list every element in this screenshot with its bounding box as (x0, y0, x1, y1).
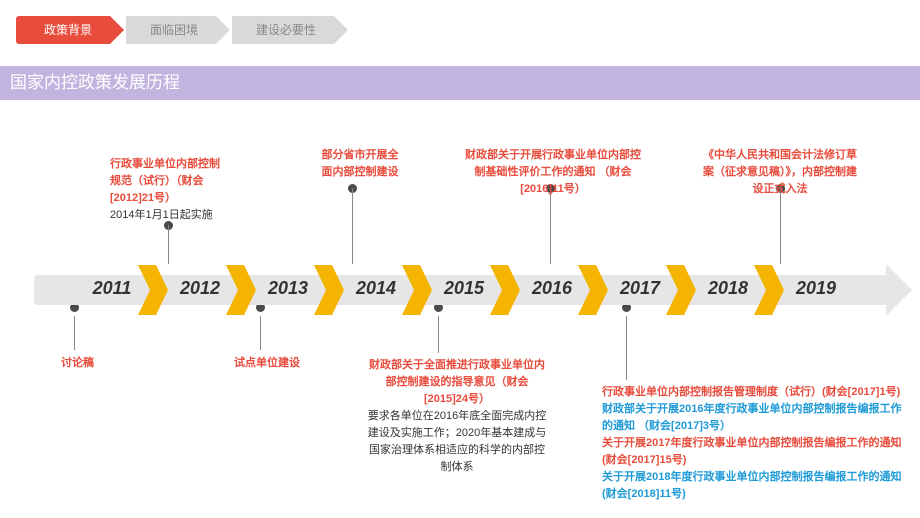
timeline-chevron (754, 265, 784, 315)
breadcrumb-tabs: 政策背景 面临困境 建设必要性 (0, 0, 920, 44)
timeline-chevron (578, 265, 608, 315)
year-2015: 2015 (434, 278, 494, 299)
ann-2017: 行政事业单位内部控制报告管理制度（试行）(财会[2017]1号) 财政部关于开展… (602, 384, 902, 503)
timeline-stem (74, 316, 75, 350)
year-2014: 2014 (346, 278, 406, 299)
year-2017: 2017 (610, 278, 670, 299)
timeline-track: 2011 2012 2013 2014 2015 2016 2017 2018 2019 (34, 264, 886, 316)
timeline-stem (260, 316, 261, 350)
tab-policy-bg[interactable]: 政策背景 (16, 16, 110, 44)
ann-2011: 讨论稿 (61, 355, 94, 372)
year-2018: 2018 (698, 278, 758, 299)
ann-2014: 部分省市开展全面内部控制建设 (320, 147, 400, 181)
year-2013: 2013 (258, 278, 318, 299)
ann-2012: 行政事业单位内部控制规范（试行）（财会[2012]21号） 2014年1月1日起… (110, 156, 230, 224)
timeline-stem (438, 316, 439, 353)
timeline-stem (550, 188, 551, 264)
timeline-stem (352, 188, 353, 264)
timeline-chevron (490, 265, 520, 315)
ann-2016: 财政部关于开展行政事业单位内部控制基础性评价工作的通知 （财会[2016]11号… (460, 147, 646, 198)
timeline-chevron (666, 265, 696, 315)
timeline-stem (626, 316, 627, 380)
timeline-chevron (314, 265, 344, 315)
timeline-stem (780, 188, 781, 264)
timeline-chevron (226, 265, 256, 315)
page-title: 国家内控政策发展历程 (0, 66, 920, 100)
timeline-chevron (138, 265, 168, 315)
tab-difficulties[interactable]: 面临困境 (126, 16, 216, 44)
year-2011: 2011 (82, 278, 142, 299)
year-2012: 2012 (170, 278, 230, 299)
tab-necessity[interactable]: 建设必要性 (232, 16, 334, 44)
timeline: 2011 2012 2013 2014 2015 2016 2017 2018 2019 (34, 264, 886, 316)
ann-2015: 财政部关于全面推进行政事业单位内部控制建设的指导意见（财会[2015]24号） … (364, 357, 550, 476)
timeline-chevron (402, 265, 432, 315)
year-2016: 2016 (522, 278, 582, 299)
ann-2018: 《中华人民共和国会计法修订草案（征求意见稿）》，内部控制建设正式入法 (700, 147, 860, 198)
timeline-stem (168, 225, 169, 264)
year-2019: 2019 (786, 278, 846, 299)
ann-2013: 试点单位建设 (234, 355, 300, 372)
